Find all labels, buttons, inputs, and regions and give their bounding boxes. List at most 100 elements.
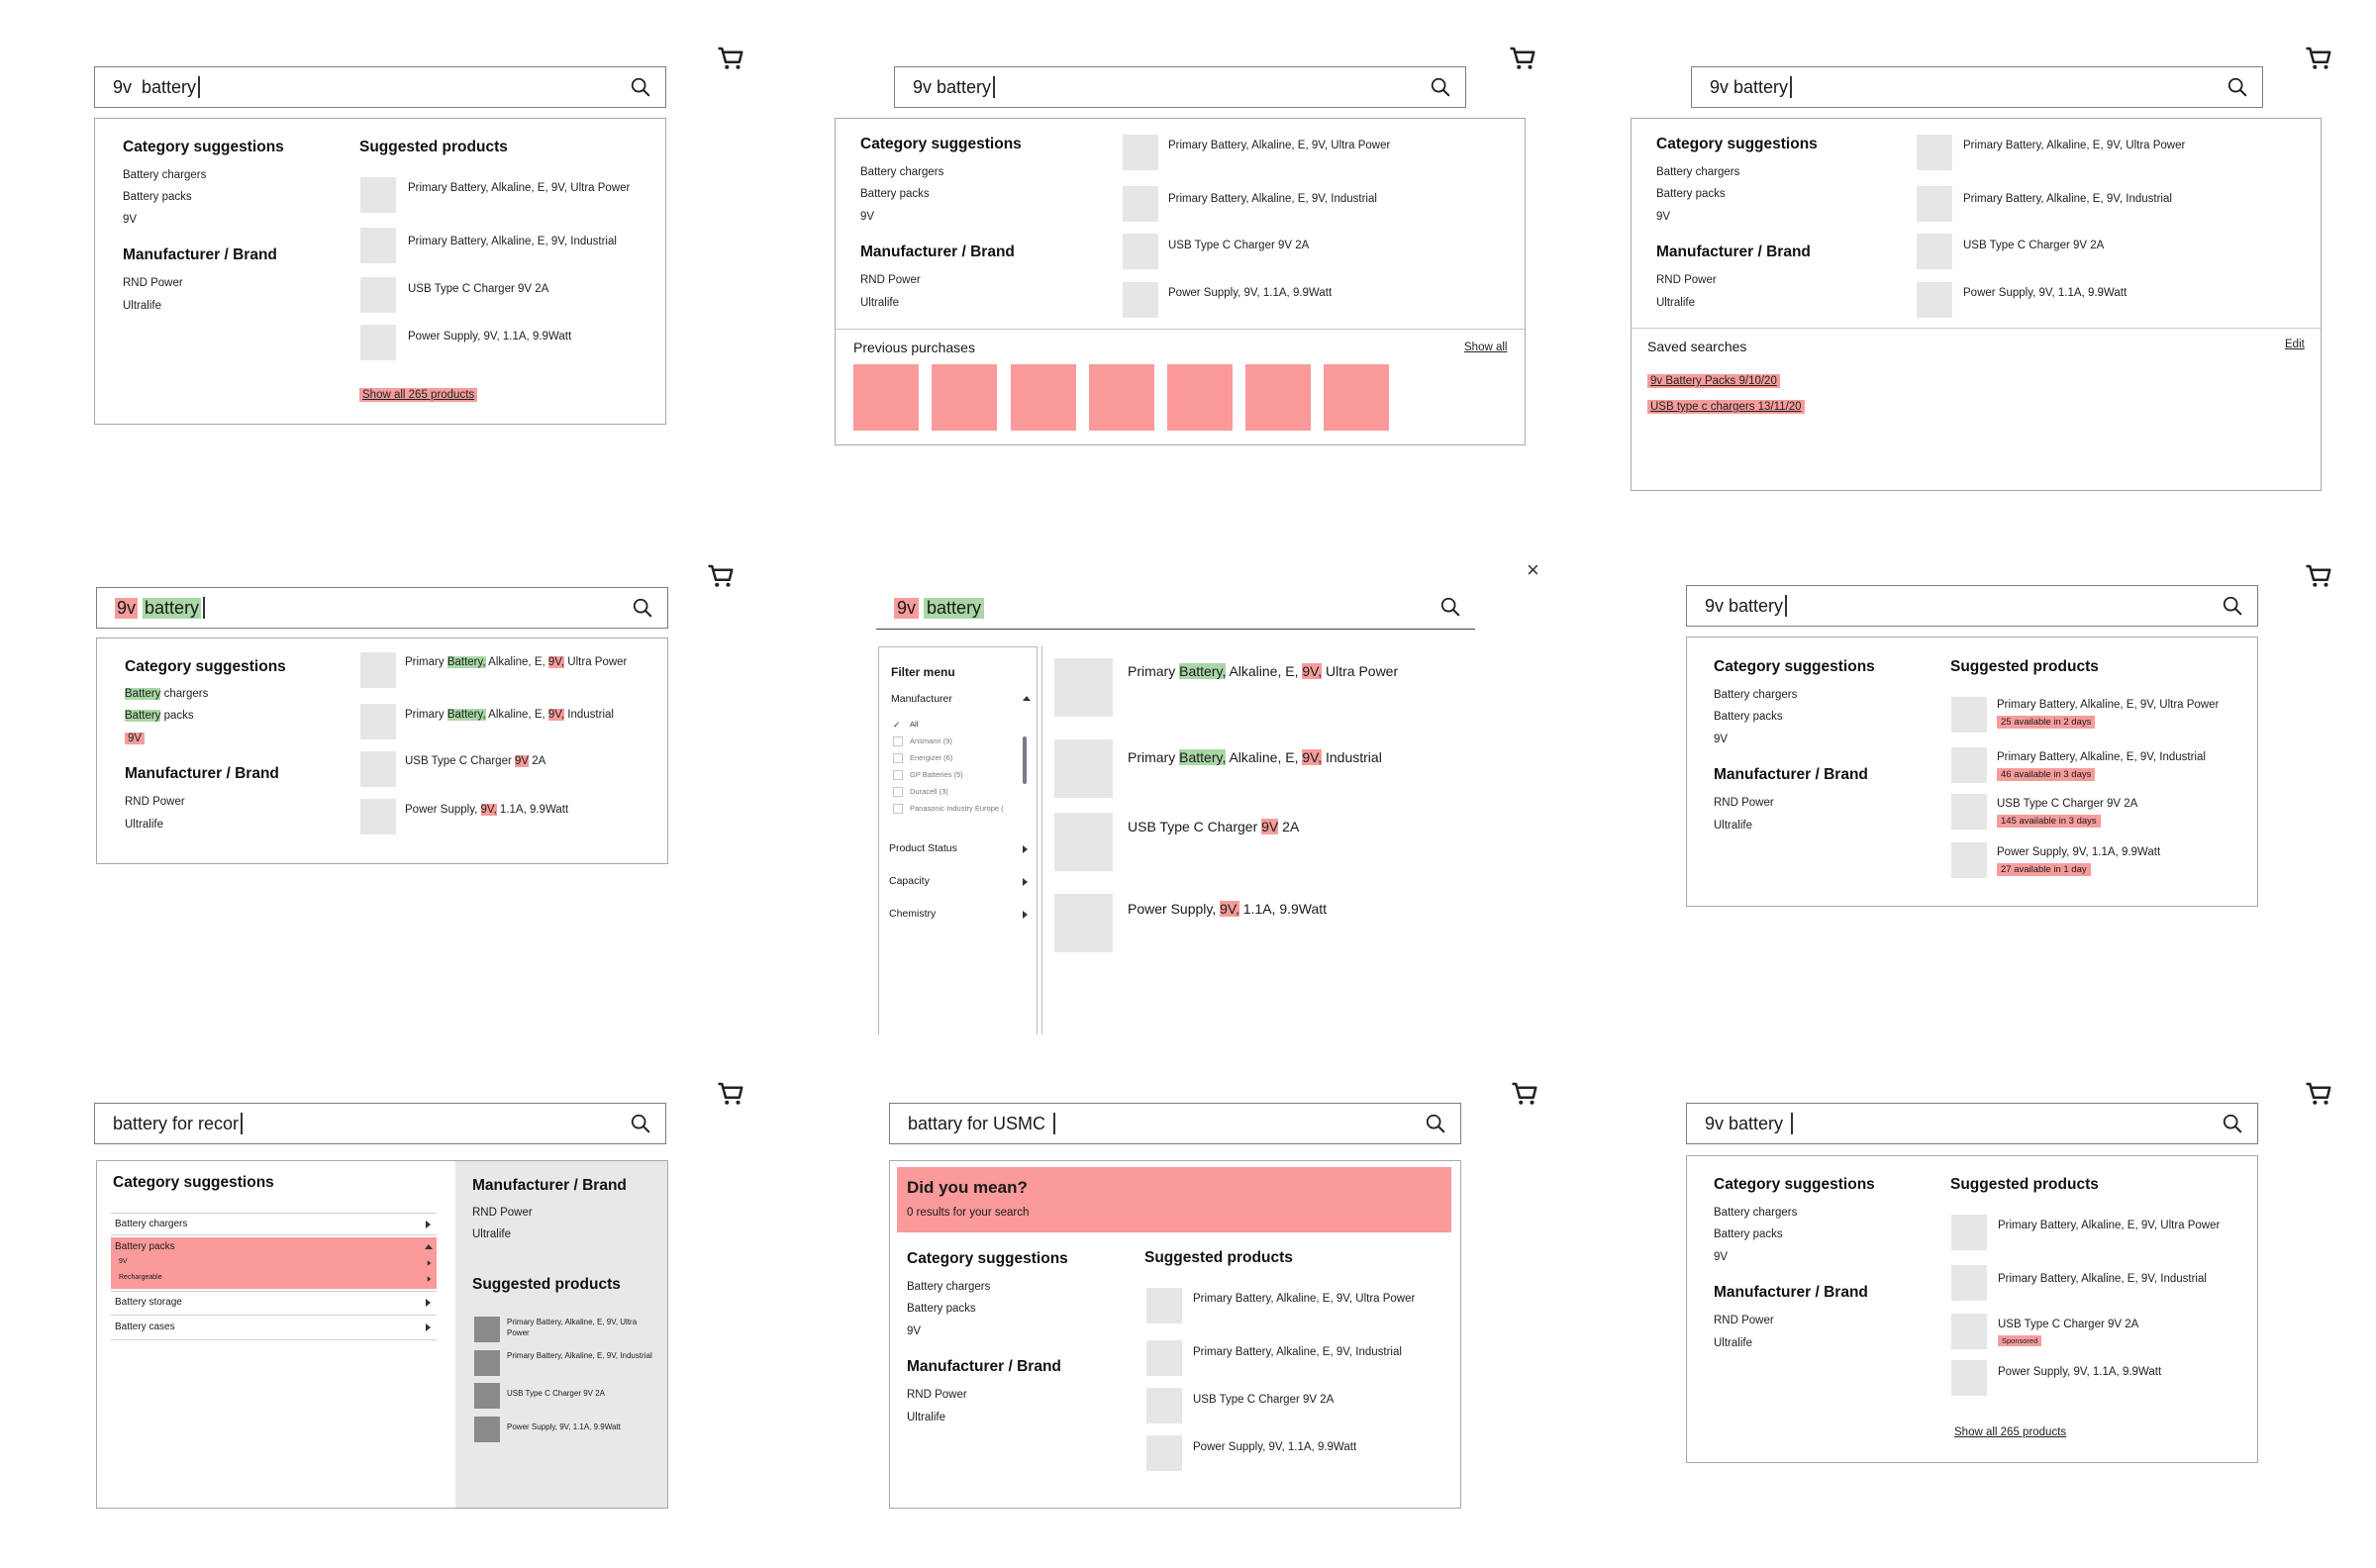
brand-item[interactable]: RND Power <box>1656 274 1717 286</box>
category-item[interactable]: 9V <box>125 733 146 744</box>
product-name[interactable]: Primary Battery, Alkaline, E, 9V, Indust… <box>1998 1273 2207 1285</box>
product-name[interactable]: Power Supply, 9V, 1.1A, 9.9Watt <box>1997 846 2161 858</box>
product-thumb[interactable] <box>1054 813 1113 871</box>
product-thumb[interactable] <box>474 1417 500 1442</box>
search-icon[interactable] <box>2222 1113 2243 1134</box>
category-item[interactable]: 9V <box>907 1325 922 1337</box>
search-input[interactable]: 9v battery <box>96 587 668 629</box>
saved-search-item[interactable]: 9v Battery Packs 9/10/20 <box>1647 374 1780 388</box>
filter-option[interactable]: Panasonic Industry Europe ( <box>910 804 1004 813</box>
filter-option[interactable]: Energizer (6) <box>910 753 953 762</box>
category-row[interactable]: Battery storage <box>115 1297 182 1308</box>
category-item[interactable]: Battery chargers <box>1714 1207 1798 1219</box>
collapse-icon[interactable] <box>425 1244 433 1249</box>
brand-item[interactable]: Ultralife <box>1714 820 1752 832</box>
product-thumb[interactable] <box>1951 697 1987 733</box>
product-name[interactable]: USB Type C Charger 9V 2A <box>1168 240 1310 251</box>
brand-item[interactable]: RND Power <box>125 796 185 808</box>
brand-item[interactable]: Ultralife <box>860 297 899 309</box>
checkbox-checked-icon[interactable]: ✓ <box>893 720 901 730</box>
product-name[interactable]: USB Type C Charger 9V 2A <box>1128 819 1300 834</box>
filter-option[interactable]: GP Batteries (5) <box>910 770 963 779</box>
product-thumb[interactable] <box>1951 1265 1987 1301</box>
checkbox[interactable] <box>893 736 903 746</box>
product-name[interactable]: Primary Battery, Alkaline, E, 9V, Indust… <box>405 709 614 721</box>
product-name[interactable]: Power Supply, 9V, 1.1A, 9.9Watt <box>405 804 569 816</box>
previous-purchase-item[interactable] <box>1089 364 1154 431</box>
product-name[interactable]: Primary Battery, Alkaline, E, 9V, Ultra … <box>1128 663 1399 679</box>
product-thumb[interactable] <box>1146 1288 1182 1323</box>
product-name[interactable]: Primary Battery, Alkaline, E, 9V, Indust… <box>1963 193 2172 205</box>
product-thumb[interactable] <box>1917 282 1952 318</box>
category-item[interactable]: Battery packs <box>860 188 930 200</box>
product-thumb[interactable] <box>1951 842 1987 878</box>
product-name[interactable]: Primary Battery, Alkaline, E, 9V, Ultra … <box>1997 699 2220 711</box>
category-item[interactable]: Battery packs <box>1656 188 1726 200</box>
product-name[interactable]: Primary Battery, Alkaline, E, 9V, Ultra … <box>1193 1293 1416 1305</box>
product-name[interactable]: Primary Battery, Alkaline, E, 9V, Ultra … <box>507 1318 638 1337</box>
show-all-link[interactable]: Show all 265 products <box>1954 1426 2067 1438</box>
filter-option[interactable]: All <box>910 720 919 729</box>
category-item[interactable]: Battery packs <box>1714 711 1783 723</box>
product-thumb[interactable] <box>1951 1360 1987 1396</box>
category-item[interactable]: 9V <box>1714 734 1729 745</box>
product-name[interactable]: USB Type C Charger 9V 2A <box>408 283 549 295</box>
search-icon[interactable] <box>2227 76 2248 98</box>
brand-item[interactable]: Ultralife <box>907 1412 945 1423</box>
product-name[interactable]: Power Supply, 9V, 1.1A, 9.9Watt <box>1128 901 1328 917</box>
category-item[interactable]: Battery chargers <box>125 688 208 700</box>
previous-purchase-item[interactable] <box>1245 364 1311 431</box>
product-thumb[interactable] <box>360 177 396 213</box>
product-name[interactable]: Primary Battery, Alkaline, E, 9V, Indust… <box>408 236 617 247</box>
product-name[interactable]: Power Supply, 9V, 1.1A, 9.9Watt <box>1168 287 1333 299</box>
did-you-mean-title[interactable]: Did you mean? <box>907 1178 1028 1197</box>
search-icon[interactable] <box>2222 595 2243 617</box>
product-name[interactable]: USB Type C Charger 9V 2A <box>1997 798 2138 810</box>
category-row[interactable]: Battery packs <box>115 1241 175 1252</box>
brand-item[interactable]: RND Power <box>1714 1315 1774 1326</box>
product-name[interactable]: Power Supply, 9V, 1.1A, 9.9Watt <box>507 1422 621 1431</box>
search-input[interactable]: 9v battery <box>894 66 1466 108</box>
search-input[interactable]: 9v battery <box>1686 585 2258 627</box>
product-thumb[interactable] <box>1917 186 1952 222</box>
product-thumb[interactable] <box>1054 894 1113 952</box>
filter-product-status[interactable]: Product Status <box>889 842 957 854</box>
filter-manufacturer[interactable]: Manufacturer <box>891 693 952 705</box>
search-input[interactable]: 9v battery <box>1691 66 2263 108</box>
product-name[interactable]: Power Supply, 9V, 1.1A, 9.9Watt <box>1193 1441 1357 1453</box>
subcategory[interactable]: 9V <box>119 1258 128 1265</box>
checkbox[interactable] <box>893 753 903 763</box>
product-thumb[interactable] <box>360 751 396 787</box>
product-name[interactable]: USB Type C Charger 9V 2A <box>405 755 546 767</box>
cart-icon[interactable] <box>2304 561 2333 591</box>
search-input[interactable]: 9v battery <box>876 587 1475 630</box>
category-item[interactable]: 9V <box>860 211 875 223</box>
category-item[interactable]: Battery chargers <box>123 169 207 181</box>
product-name[interactable]: Primary Battery, Alkaline, E, 9V, Indust… <box>1128 749 1382 765</box>
product-name[interactable]: USB Type C Charger 9V 2A <box>1998 1319 2139 1330</box>
category-row-expanded[interactable] <box>111 1237 437 1289</box>
expand-icon[interactable] <box>426 1299 431 1307</box>
cart-icon[interactable] <box>706 561 736 591</box>
category-item[interactable]: 9V <box>1714 1251 1729 1263</box>
expand-icon[interactable] <box>426 1323 431 1331</box>
search-input[interactable]: battery for recor <box>94 1103 666 1144</box>
expand-icon[interactable] <box>1023 845 1028 853</box>
product-thumb[interactable] <box>474 1350 500 1376</box>
cart-icon[interactable] <box>1510 1079 1539 1109</box>
product-thumb[interactable] <box>1146 1435 1182 1471</box>
product-thumb[interactable] <box>1951 1215 1987 1250</box>
brand-item[interactable]: RND Power <box>860 274 921 286</box>
filter-option[interactable]: Ansmann (9) <box>910 736 952 745</box>
cart-icon[interactable] <box>2304 44 2333 73</box>
product-thumb[interactable] <box>1123 234 1158 269</box>
product-thumb[interactable] <box>474 1383 500 1409</box>
product-name[interactable]: USB Type C Charger 9V 2A <box>1193 1394 1335 1406</box>
brand-item[interactable]: RND Power <box>123 277 183 289</box>
product-name[interactable]: Primary Battery, Alkaline, E, 9V, Ultra … <box>408 182 631 194</box>
collapse-icon[interactable] <box>1023 696 1031 701</box>
previous-purchase-item[interactable] <box>1167 364 1233 431</box>
product-name[interactable]: Primary Battery, Alkaline, E, 9V, Indust… <box>1168 193 1377 205</box>
filter-chemistry[interactable]: Chemistry <box>889 908 937 920</box>
expand-icon[interactable] <box>1023 878 1028 886</box>
